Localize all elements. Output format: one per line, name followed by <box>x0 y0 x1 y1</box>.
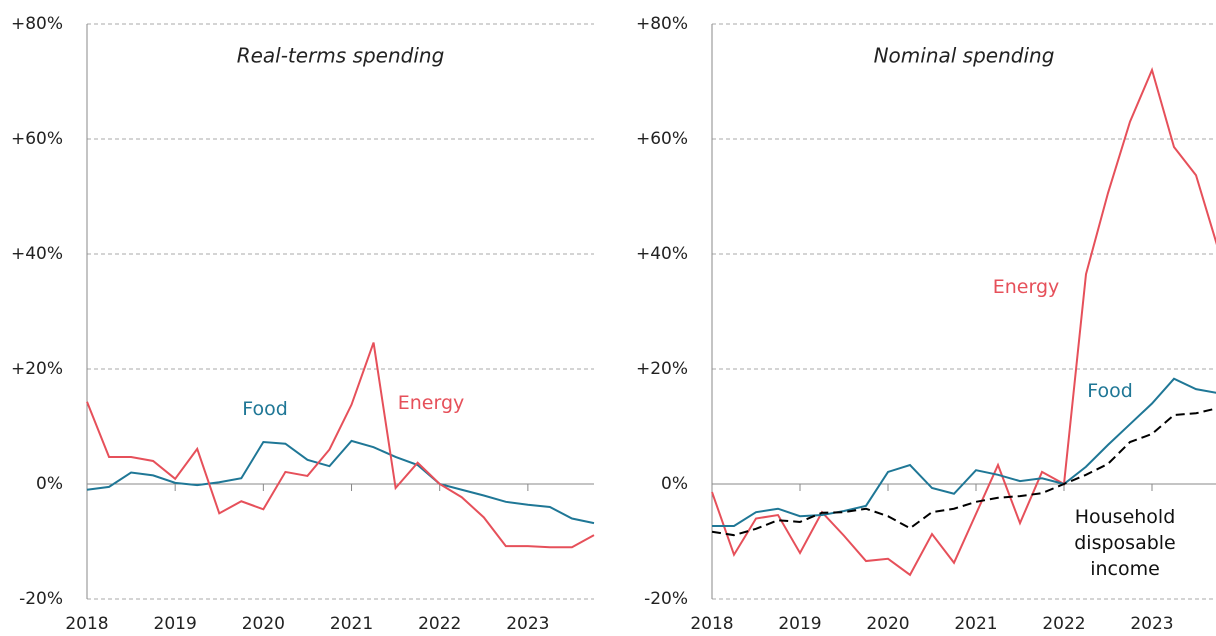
series-label: Food <box>242 398 288 420</box>
series-label: Energy <box>397 392 465 414</box>
series-line <box>86 439 595 525</box>
x-tick-label: 2019 <box>778 614 821 634</box>
y-tick-label: +40% <box>636 244 688 264</box>
y-tick-label: 0% <box>661 474 688 494</box>
series-line <box>711 67 1216 577</box>
series-label: Food <box>1087 380 1133 402</box>
x-tick-label: 2021 <box>330 614 373 634</box>
series-line <box>86 342 595 549</box>
series-line <box>711 407 1216 537</box>
series-label: Household disposable income <box>1074 506 1176 580</box>
y-tick-label: +40% <box>11 244 63 264</box>
chart-title: Nominal spending <box>874 44 1055 68</box>
y-tick-label: 0% <box>36 474 63 494</box>
x-tick-label: 2023 <box>1130 614 1173 634</box>
x-tick-label: 2023 <box>506 614 549 634</box>
x-tick-label: 2018 <box>65 614 108 634</box>
y-tick-label: +80% <box>636 14 688 34</box>
x-tick-label: 2020 <box>242 614 285 634</box>
y-tick-label: +20% <box>636 359 688 379</box>
x-tick-label: 2020 <box>866 614 909 634</box>
x-tick-label: 2021 <box>954 614 997 634</box>
y-tick-label: +60% <box>11 129 63 149</box>
x-tick-label: 2022 <box>418 614 461 634</box>
x-tick-label: 2022 <box>1042 614 1085 634</box>
y-tick-label: -20% <box>19 589 63 609</box>
series-label: Energy <box>992 276 1060 298</box>
x-tick-label: 2018 <box>690 614 733 634</box>
y-tick-label: +80% <box>11 14 63 34</box>
y-tick-label: +20% <box>11 359 63 379</box>
chart-title: Real-terms spending <box>237 44 445 68</box>
series-line <box>712 377 1216 527</box>
y-tick-label: -20% <box>644 589 688 609</box>
y-tick-label: +60% <box>636 129 688 149</box>
x-tick-label: 2019 <box>154 614 197 634</box>
